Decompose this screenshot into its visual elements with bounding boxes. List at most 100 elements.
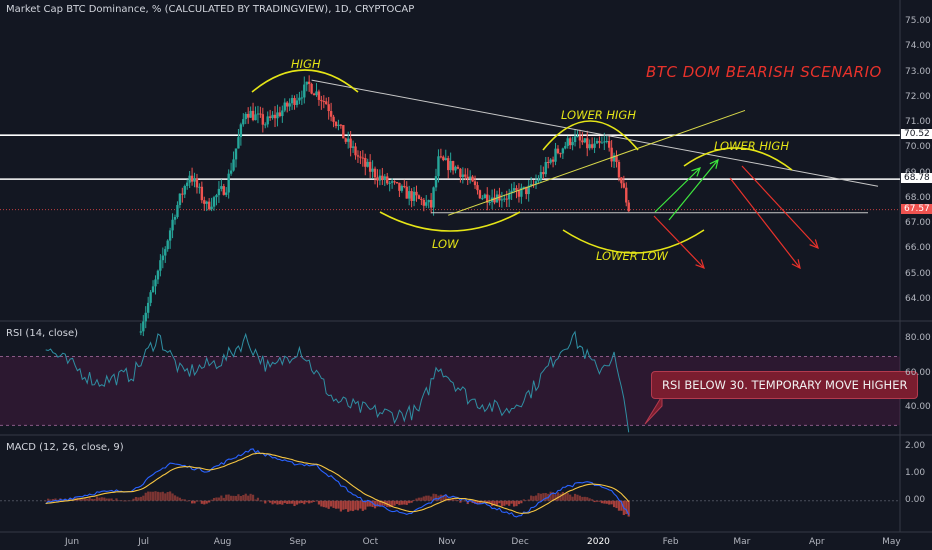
macd-histogram-bar (130, 500, 133, 502)
price-tick-label: 68.00 (905, 192, 931, 203)
macd-histogram-bar (310, 500, 313, 503)
macd-histogram-bar (337, 500, 340, 509)
candle-body (486, 194, 489, 203)
macd-histogram-bar (78, 498, 81, 501)
candle-body (354, 146, 357, 156)
candle-body (586, 138, 589, 149)
candle-body (190, 175, 194, 182)
candle-body (376, 177, 379, 181)
macd-histogram-bar (493, 500, 496, 505)
macd-histogram-bar (510, 500, 513, 504)
macd-histogram-bar (593, 500, 596, 503)
candle-body (383, 176, 386, 180)
candle-body (568, 138, 572, 146)
candle-body (251, 110, 255, 121)
macd-histogram-bar (298, 500, 301, 504)
macd-histogram-bar (51, 498, 55, 501)
macd-histogram-bar (154, 491, 157, 501)
macd-histogram-bar (300, 500, 303, 504)
macd-histogram-bar (190, 500, 194, 504)
price-tick-label: 64.00 (905, 293, 931, 304)
candle-body (278, 112, 282, 117)
candle-body (366, 161, 369, 167)
candle-body (268, 116, 272, 118)
macd-histogram-bar (578, 495, 582, 501)
time-tick-label: Jul (138, 537, 150, 547)
macd-histogram-bar (217, 497, 221, 501)
green-arrow-1 (654, 167, 701, 213)
macd-histogram-bar (405, 500, 408, 505)
candle-body (617, 161, 621, 178)
macd-histogram-bar (317, 500, 321, 505)
candle-body (178, 193, 182, 206)
macd-histogram-bar (122, 500, 125, 502)
macd-histogram-bar (161, 491, 164, 501)
candle-body (432, 187, 435, 208)
candle-body (381, 175, 384, 180)
candle-body (207, 201, 211, 210)
candle-body (571, 142, 574, 146)
macd-histogram-bar (222, 497, 225, 501)
candle-body (200, 186, 204, 201)
candle-body (232, 159, 235, 171)
candle-body (146, 302, 150, 313)
macd-histogram-bar (503, 500, 506, 506)
lower-high-arc-1 (542, 120, 639, 151)
candle-body (525, 186, 528, 195)
macd-histogram-bar (242, 495, 245, 501)
macd-histogram-bar (49, 499, 52, 501)
price-tick-label: 70.00 (905, 142, 931, 153)
macd-histogram-bar (334, 500, 338, 509)
macd-histogram-bar (237, 494, 240, 501)
macd-histogram-bar (551, 492, 555, 501)
candle-body (622, 183, 626, 188)
macd-histogram-bar (366, 500, 369, 507)
macd-histogram-bar (598, 500, 601, 502)
candle-body (454, 166, 457, 171)
red-arrow-1 (653, 215, 705, 269)
macd-histogram-bar (610, 500, 613, 505)
candle-body (156, 270, 160, 280)
macd-histogram-bar (454, 499, 457, 501)
candle-body (217, 188, 221, 196)
candle-body (356, 155, 360, 157)
macd-histogram-bar (95, 496, 99, 501)
macd-histogram-bar (488, 500, 491, 504)
candle-body (556, 148, 560, 154)
macd-histogram-bar (288, 500, 291, 504)
macd-histogram-bar (247, 495, 250, 501)
candle-body (256, 113, 260, 115)
macd-histogram-bar (500, 500, 503, 507)
macd-histogram-bar (327, 500, 330, 509)
candle-body (403, 185, 406, 187)
macd-histogram-bar (376, 500, 379, 507)
signal-line (45, 452, 630, 514)
candle-body (303, 84, 306, 98)
macd-histogram-bar (105, 498, 108, 501)
candle-body (154, 279, 157, 287)
macd-histogram-bar (249, 493, 252, 501)
candle-body (168, 230, 172, 241)
candle-body (166, 240, 169, 250)
macd-histogram-bar (200, 500, 203, 504)
macd-histogram-bar (159, 492, 162, 501)
macd-histogram-bar (308, 500, 311, 504)
macd-histogram-bar (403, 500, 406, 505)
macd-histogram-bar (195, 500, 199, 502)
candle-body (310, 83, 313, 94)
candle-body (395, 181, 399, 183)
lower-low-label: LOWER LOW (596, 249, 668, 263)
macd-tick-label: 2.00 (905, 440, 926, 451)
candle-body (203, 200, 206, 204)
macd-histogram-bar (234, 495, 238, 501)
candle-body (603, 141, 606, 143)
macd-title: MACD (12, 26, close, 9) (6, 442, 124, 453)
candle-body (176, 205, 179, 218)
price-tick-label: 75.00 (905, 16, 931, 27)
macd-histogram-bar (330, 500, 333, 507)
macd-histogram-bar (615, 500, 618, 509)
macd-histogram-bar (586, 497, 589, 501)
macd-histogram-bar (173, 495, 177, 501)
time-tick-label: 2020 (587, 537, 610, 547)
macd-histogram-bar (144, 492, 147, 501)
